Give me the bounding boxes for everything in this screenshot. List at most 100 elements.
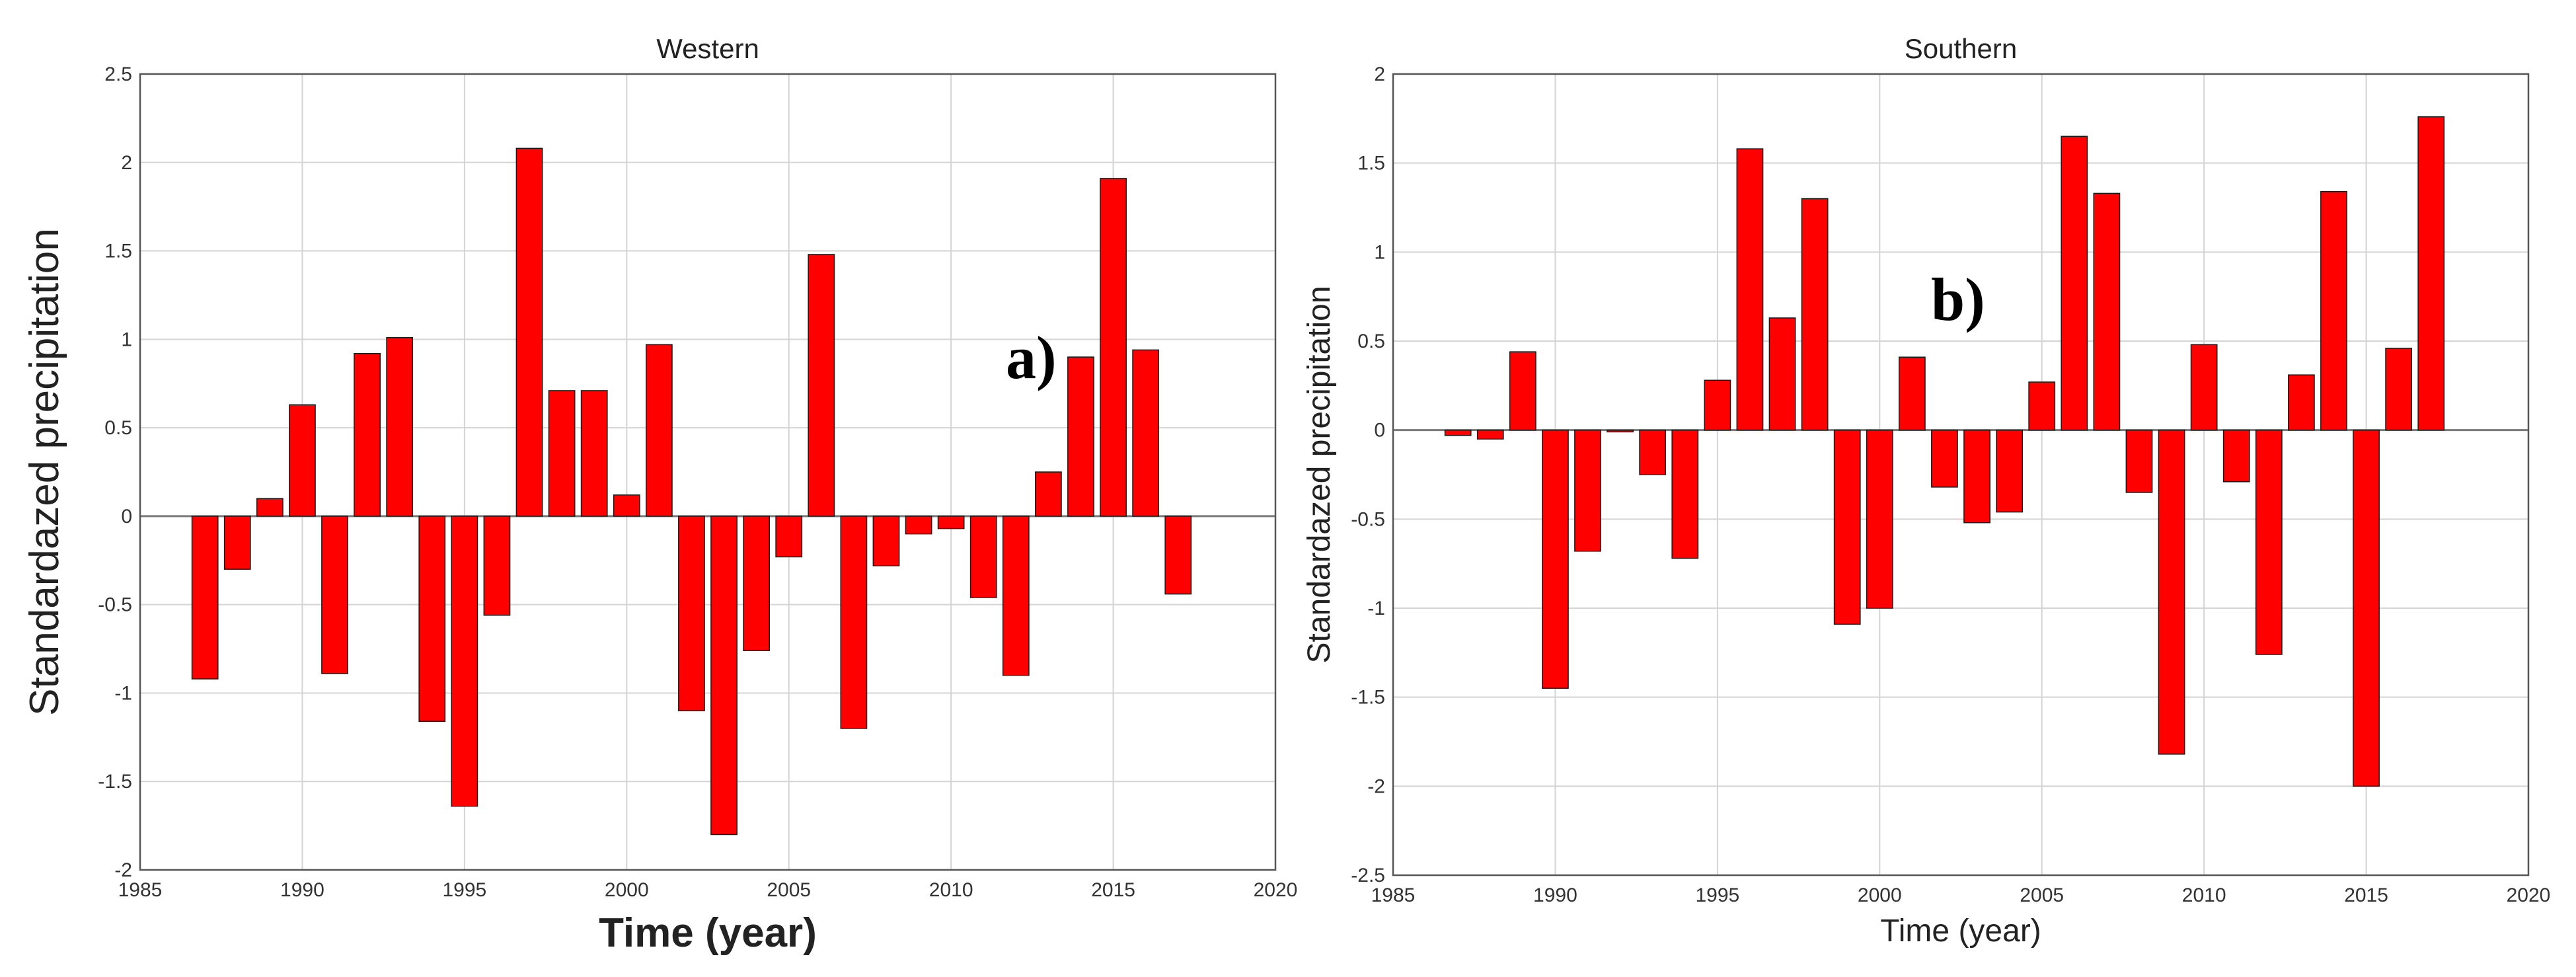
bar-2013 bbox=[1035, 471, 1062, 517]
bar-1991 bbox=[321, 516, 348, 674]
y-axis-label: Standardazed precipitation bbox=[1302, 286, 1337, 663]
bar-2014 bbox=[1067, 356, 1094, 517]
bar-1989 bbox=[1509, 351, 1536, 431]
x-tick-label: 2010 bbox=[929, 879, 973, 901]
x-tick-label: 2000 bbox=[1858, 884, 1902, 906]
y-tick-label: 1.5 bbox=[104, 241, 132, 262]
chart-title: Southern bbox=[1905, 33, 2017, 64]
bar-2016 bbox=[1132, 349, 1160, 517]
x-tick-label: 2005 bbox=[767, 879, 811, 901]
bar-1988 bbox=[1476, 429, 1504, 440]
x-tick-label: 1990 bbox=[1533, 884, 1577, 906]
y-tick-label: 0.5 bbox=[104, 417, 132, 439]
y-tick-label: -1 bbox=[114, 682, 132, 704]
x-tick-label: 1990 bbox=[280, 879, 324, 901]
bar-2004 bbox=[1996, 429, 2024, 513]
bar-1990 bbox=[289, 404, 316, 517]
x-tick-label: 1985 bbox=[118, 879, 163, 901]
y-tick-label: -2.5 bbox=[1351, 865, 1385, 886]
x-tick-label: 2020 bbox=[2507, 884, 2551, 906]
bar-2006 bbox=[2061, 136, 2088, 431]
chart-panel-b: 1985 1990 1995 2000 2005 2010 2015 2020 -2.5 -2 -1… bbox=[1302, 33, 2550, 949]
bar-2013 bbox=[2288, 374, 2315, 431]
y-tick-label: -2 bbox=[114, 859, 132, 881]
axes-frame bbox=[1392, 73, 2530, 877]
y-tick-label: 1 bbox=[1374, 241, 1385, 263]
y-tick-label: -0.5 bbox=[98, 594, 132, 616]
bar-2017 bbox=[2417, 116, 2445, 431]
bar-2005 bbox=[775, 516, 803, 558]
x-tick-label: 1995 bbox=[1695, 884, 1739, 906]
bar-1992 bbox=[1607, 429, 1634, 433]
y-tick-label: 2 bbox=[121, 152, 132, 174]
bar-1987 bbox=[1444, 429, 1472, 436]
bar-1996 bbox=[1736, 148, 1764, 431]
bar-1997 bbox=[515, 147, 543, 517]
bar-1992 bbox=[354, 352, 381, 517]
bar-2014 bbox=[2320, 191, 2347, 431]
bar-2001 bbox=[645, 344, 673, 517]
bar-1991 bbox=[1574, 429, 1601, 552]
x-tick-label: 2010 bbox=[2182, 884, 2226, 906]
bar-2004 bbox=[743, 516, 771, 651]
axes-frame bbox=[139, 73, 1277, 871]
bar-1995 bbox=[1704, 379, 1731, 431]
y-tick-label: -1.5 bbox=[98, 771, 132, 793]
bar-1998 bbox=[1801, 198, 1829, 431]
bar-1995 bbox=[451, 516, 478, 807]
panel-tag-label: a) bbox=[1006, 324, 1057, 391]
bar-1998 bbox=[548, 390, 576, 517]
y-tick-label: -1.5 bbox=[1351, 687, 1385, 709]
y-tick-label: 0 bbox=[121, 506, 132, 528]
x-tick-label: 2005 bbox=[2020, 884, 2064, 906]
bar-1999 bbox=[580, 390, 608, 517]
chart-panel-a: 1985 1990 1995 2000 2005 2010 2015 2020 -2 -1.5 -1… bbox=[22, 33, 1297, 956]
bar-1997 bbox=[1768, 317, 1796, 431]
bar-2016 bbox=[2385, 348, 2413, 431]
x-tick-label: 2020 bbox=[1254, 879, 1298, 901]
bar-2000 bbox=[613, 494, 640, 517]
y-tick-label: 2 bbox=[1374, 63, 1385, 85]
x-tick-label: 2015 bbox=[2344, 884, 2388, 906]
bar-2011 bbox=[969, 516, 997, 598]
bar-1994 bbox=[418, 516, 446, 723]
bar-1999 bbox=[1833, 429, 1861, 625]
bar-2009 bbox=[905, 516, 932, 535]
y-tick-label: -1 bbox=[1367, 598, 1385, 619]
bar-2012 bbox=[1002, 516, 1030, 676]
bar-1988 bbox=[223, 516, 251, 570]
bar-2008 bbox=[2125, 429, 2153, 493]
y-tick-label: 2.5 bbox=[104, 63, 132, 85]
bar-2017 bbox=[1164, 516, 1192, 595]
x-axis-label: Time (year) bbox=[599, 910, 817, 956]
bar-2010 bbox=[937, 516, 965, 529]
bar-1987 bbox=[191, 516, 219, 680]
bar-2000 bbox=[1866, 429, 1893, 609]
bar-1994 bbox=[1671, 429, 1699, 559]
bar-2007 bbox=[840, 516, 868, 729]
bar-2001 bbox=[1898, 356, 1926, 431]
x-tick-label: 1985 bbox=[1371, 884, 1416, 906]
x-tick-label: 1995 bbox=[442, 879, 486, 901]
y-tick-label: 0 bbox=[1374, 420, 1385, 442]
bar-2011 bbox=[2222, 429, 2250, 483]
y-tick-label: 0.5 bbox=[1357, 331, 1385, 352]
bar-2007 bbox=[2093, 192, 2121, 431]
x-tick-label: 2000 bbox=[605, 879, 649, 901]
y-axis-label: Standardazed precipitation bbox=[22, 228, 67, 716]
y-tick-label: 1 bbox=[121, 329, 132, 350]
bar-1993 bbox=[386, 336, 414, 517]
bar-1989 bbox=[256, 498, 284, 517]
y-tick-label: 1.5 bbox=[1357, 153, 1385, 175]
bar-2003 bbox=[710, 516, 738, 836]
bar-2003 bbox=[1963, 429, 1990, 524]
bar-1996 bbox=[483, 516, 511, 616]
bar-2008 bbox=[872, 516, 900, 567]
bar-1990 bbox=[1542, 429, 1569, 689]
y-tick-label: -0.5 bbox=[1351, 508, 1385, 530]
chart-title: Western bbox=[656, 33, 759, 64]
bar-2012 bbox=[2255, 429, 2283, 655]
bar-1993 bbox=[1639, 429, 1667, 475]
